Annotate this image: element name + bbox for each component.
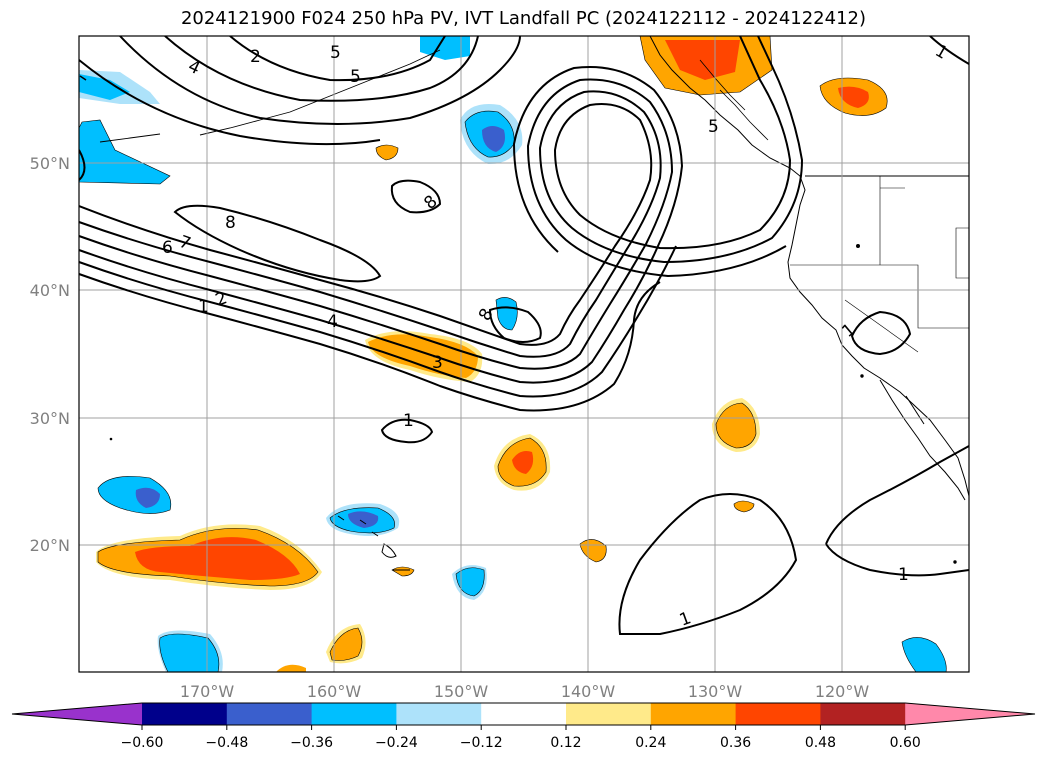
colorbar-segment [396, 703, 482, 725]
shade-positive [715, 402, 757, 449]
contour-line [79, 36, 792, 346]
colorbar-tick-label: −0.48 [205, 735, 248, 751]
contour-line [618, 493, 798, 635]
contour-label: 1 [898, 565, 909, 585]
shade-positive [375, 144, 399, 161]
shade-negative [495, 297, 518, 331]
plot-frame [78, 35, 970, 673]
colorbar-segment [650, 703, 737, 725]
contour-line [173, 204, 382, 283]
shade-negative [79, 119, 171, 185]
contour-line [79, 36, 804, 358]
shade-negative [482, 126, 505, 152]
colorbar-tick-label: −0.36 [290, 735, 333, 751]
colorbar-extend-low [12, 703, 142, 725]
contour-line [79, 273, 661, 412]
colorbar-segment [820, 703, 906, 725]
shade-positive [838, 86, 869, 108]
contour-line [79, 65, 684, 384]
contour-label: 3 [432, 353, 443, 373]
lon-label: 170°W [180, 682, 235, 701]
shade-positive [368, 334, 478, 378]
lon-label: 130°W [688, 682, 743, 701]
contour-label: 6 [162, 238, 173, 258]
latitude-labels: 50°N 40°N 30°N 20°N [30, 154, 70, 555]
colorbar-tick-label: −0.24 [375, 735, 418, 751]
contour-line [79, 78, 787, 370]
contour-line [79, 149, 86, 181]
shaded-anomalies [79, 36, 947, 672]
shade-negative [79, 74, 130, 100]
colorbar-segment [311, 703, 397, 725]
lon-label: 120°W [815, 682, 870, 701]
lat-label: 30°N [30, 409, 70, 428]
lat-label: 20°N [30, 536, 70, 555]
graticule [79, 36, 969, 672]
colorbar-tick-label: −0.60 [121, 735, 164, 751]
map-title: 2024121900 F024 250 hPa PV, IVT Landfall… [180, 8, 867, 29]
longitude-labels: 170°W 160°W 150°W 140°W 130°W 120°W [180, 682, 870, 701]
lat-label: 40°N [30, 281, 70, 300]
colorbar-tick-label: 0.12 [550, 735, 581, 751]
contour-line [164, 36, 479, 102]
lon-label: 150°W [434, 682, 489, 701]
contour-label: 5 [708, 117, 719, 137]
colorbar-segment [735, 703, 821, 725]
colorbar-tick-label: 0.48 [805, 735, 836, 751]
contour-line [825, 543, 969, 577]
lon-label: 160°W [307, 682, 362, 701]
contour-line [229, 36, 446, 82]
shade-positive [391, 566, 415, 577]
shade-positive [329, 627, 363, 661]
contour-label: 5 [350, 67, 361, 87]
contour-label: 1 [198, 297, 209, 317]
shade-negative [901, 637, 947, 672]
colorbar-segment [481, 703, 567, 725]
contour-line [119, 36, 521, 125]
colorbar-tick-label: −0.12 [460, 735, 503, 751]
north-america-coast [649, 36, 969, 497]
contour-line [825, 445, 969, 545]
shade-negative [420, 36, 470, 60]
shade-positive [733, 500, 755, 513]
colorbar-tick-label: 0.36 [720, 735, 751, 751]
coastlines [79, 36, 969, 571]
colorbar: −0.60 −0.48 −0.36 −0.24 −0.12 0.12 0.24 0.36 0.4… [11, 702, 1036, 751]
colorbar-segment [142, 703, 228, 725]
colorbar-extend-high [905, 703, 1035, 725]
lon-label: 140°W [561, 682, 616, 701]
colorbar-segment [566, 703, 652, 725]
contour-line [380, 418, 434, 444]
contour-line [79, 59, 381, 146]
colorbar-segment [226, 703, 313, 725]
shade-negative [135, 487, 160, 508]
contour-label: 8 [225, 213, 236, 233]
contour-line [850, 310, 912, 356]
contour-label: 1 [403, 411, 414, 431]
contour-label: 2 [250, 47, 261, 67]
shade-negative [159, 633, 220, 672]
shade-negative [348, 511, 379, 528]
shade-positive [276, 664, 306, 672]
shade-positive [665, 40, 740, 80]
contour-label: 5 [330, 43, 341, 63]
hawaii-islands [337, 515, 397, 558]
contour-line [488, 306, 542, 343]
colorbar-tick-label: 0.60 [890, 735, 921, 751]
contour-label: 4 [327, 312, 338, 332]
colorbar-tick-label: 0.24 [635, 735, 666, 751]
shade-positive [512, 451, 534, 474]
contour-line [390, 179, 442, 214]
lat-label: 50°N [30, 154, 70, 173]
contour-line [929, 36, 969, 65]
pv-contours [79, 36, 969, 635]
contour-line [79, 245, 677, 398]
shade-positive [135, 537, 300, 580]
